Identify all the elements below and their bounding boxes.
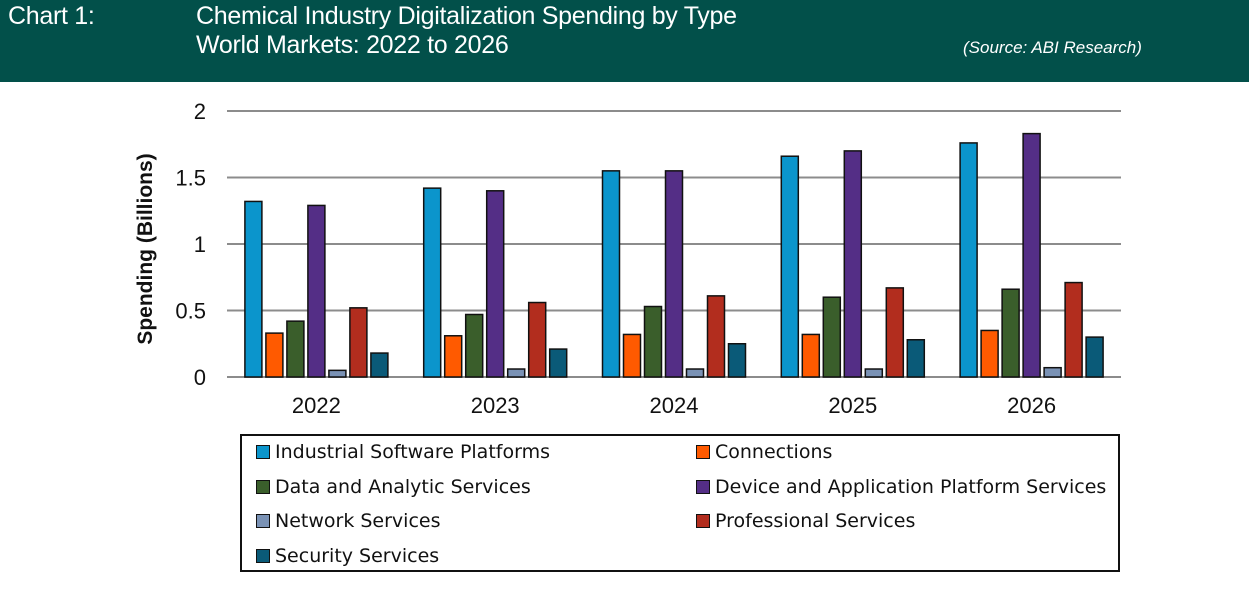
y-tick-label: 0.5 bbox=[175, 299, 206, 324]
chart-title: Chemical Industry Digitalization Spendin… bbox=[196, 2, 737, 30]
legend-item: Connections bbox=[696, 441, 832, 463]
x-tick-label: 2024 bbox=[650, 393, 699, 418]
bar-connections-2023 bbox=[443, 335, 463, 378]
legend-swatch bbox=[256, 479, 270, 494]
chart-legend: Industrial Software Platforms Connections… bbox=[240, 434, 1120, 572]
bar-data-and-analytic-services-2022 bbox=[286, 320, 305, 378]
bar-network-services-2025 bbox=[864, 368, 884, 378]
legend-item: Network Services bbox=[256, 510, 441, 532]
legend-item: Professional Services bbox=[696, 510, 915, 532]
legend-label: Professional Services bbox=[715, 510, 916, 532]
legend-swatch bbox=[256, 514, 270, 528]
bar-network-services-2023 bbox=[506, 368, 526, 378]
legend-swatch bbox=[256, 548, 270, 563]
legend-label: Device and Application Platform Services bbox=[715, 475, 1107, 498]
chart-number-label: Chart 1: bbox=[8, 2, 95, 30]
bar-connections-2024 bbox=[622, 333, 642, 378]
y-axis-label: Spending (Billions) bbox=[134, 153, 157, 344]
bar-network-services-2026 bbox=[1043, 366, 1062, 378]
chart-subtitle: World Markets: 2022 to 2026 bbox=[196, 31, 509, 59]
bar-professional-services-2024 bbox=[706, 295, 726, 378]
bar-security-services-2022 bbox=[370, 352, 389, 378]
bar-device-and-application-platform-services-2026 bbox=[1022, 132, 1041, 378]
source-note: (Source: ABI Research) bbox=[963, 38, 1142, 57]
bar-data-and-analytic-services-2023 bbox=[464, 313, 484, 378]
legend-item: Device and Application Platform Services bbox=[696, 476, 1106, 498]
bar-security-services-2024 bbox=[727, 343, 747, 378]
bar-network-services-2022 bbox=[328, 369, 347, 378]
bar-data-and-analytic-services-2025 bbox=[822, 296, 842, 378]
legend-item: Data and Analytic Services bbox=[256, 476, 531, 498]
bar-data-and-analytic-services-2026 bbox=[1001, 288, 1020, 378]
legend-label: Security Services bbox=[275, 544, 440, 567]
y-tick-label: 1 bbox=[194, 232, 206, 257]
x-tick-label: 2023 bbox=[471, 393, 520, 418]
x-tick-label: 2026 bbox=[1007, 393, 1056, 418]
x-tick-label: 2022 bbox=[292, 393, 341, 418]
legend-swatch bbox=[696, 445, 710, 459]
y-tick-label: 0 bbox=[194, 365, 206, 390]
bar-connections-2022 bbox=[265, 332, 284, 378]
legend-label: Network Services bbox=[275, 510, 441, 532]
bar-security-services-2026 bbox=[1085, 336, 1104, 378]
legend-label: Data and Analytic Services bbox=[275, 475, 531, 498]
bar-device-and-application-platform-services-2024 bbox=[664, 170, 684, 378]
bar-professional-services-2025 bbox=[885, 287, 905, 378]
legend-swatch bbox=[256, 445, 270, 459]
y-tick-label: 1.5 bbox=[175, 166, 206, 191]
x-tick-label: 2025 bbox=[828, 393, 877, 418]
bar-industrial-software-platforms-2025 bbox=[780, 155, 800, 378]
legend-item: Industrial Software Platforms bbox=[256, 441, 550, 463]
bar-professional-services-2026 bbox=[1064, 281, 1083, 378]
bar-chart: 0 0.5 1 1.5 2 Spending (Billions) 2022 2023 2024… bbox=[134, 99, 1121, 418]
legend-swatch bbox=[696, 514, 710, 528]
bar-industrial-software-platforms-2026 bbox=[959, 142, 978, 378]
bar-device-and-application-platform-services-2022 bbox=[307, 204, 326, 378]
bar-security-services-2025 bbox=[906, 339, 926, 378]
legend-label: Connections bbox=[715, 441, 833, 463]
bar-professional-services-2022 bbox=[349, 307, 368, 378]
y-tick-label: 2 bbox=[194, 99, 206, 124]
bar-industrial-software-platforms-2022 bbox=[244, 200, 263, 378]
bar-industrial-software-platforms-2023 bbox=[422, 187, 442, 378]
bar-device-and-application-platform-services-2023 bbox=[485, 190, 505, 378]
bar-network-services-2024 bbox=[685, 368, 705, 378]
bar-security-services-2023 bbox=[548, 348, 568, 378]
bar-device-and-application-platform-services-2025 bbox=[843, 150, 863, 378]
bar-industrial-software-platforms-2024 bbox=[601, 170, 621, 378]
bar-connections-2025 bbox=[801, 333, 821, 378]
legend-label: Industrial Software Platforms bbox=[275, 441, 550, 463]
legend-swatch bbox=[696, 479, 710, 494]
bar-connections-2026 bbox=[980, 329, 999, 378]
bar-data-and-analytic-services-2024 bbox=[643, 305, 663, 378]
legend-item: Security Services bbox=[256, 545, 439, 567]
bar-professional-services-2023 bbox=[527, 301, 547, 378]
chart-header: Chart 1: Chemical Industry Digitalizatio… bbox=[0, 0, 1249, 82]
